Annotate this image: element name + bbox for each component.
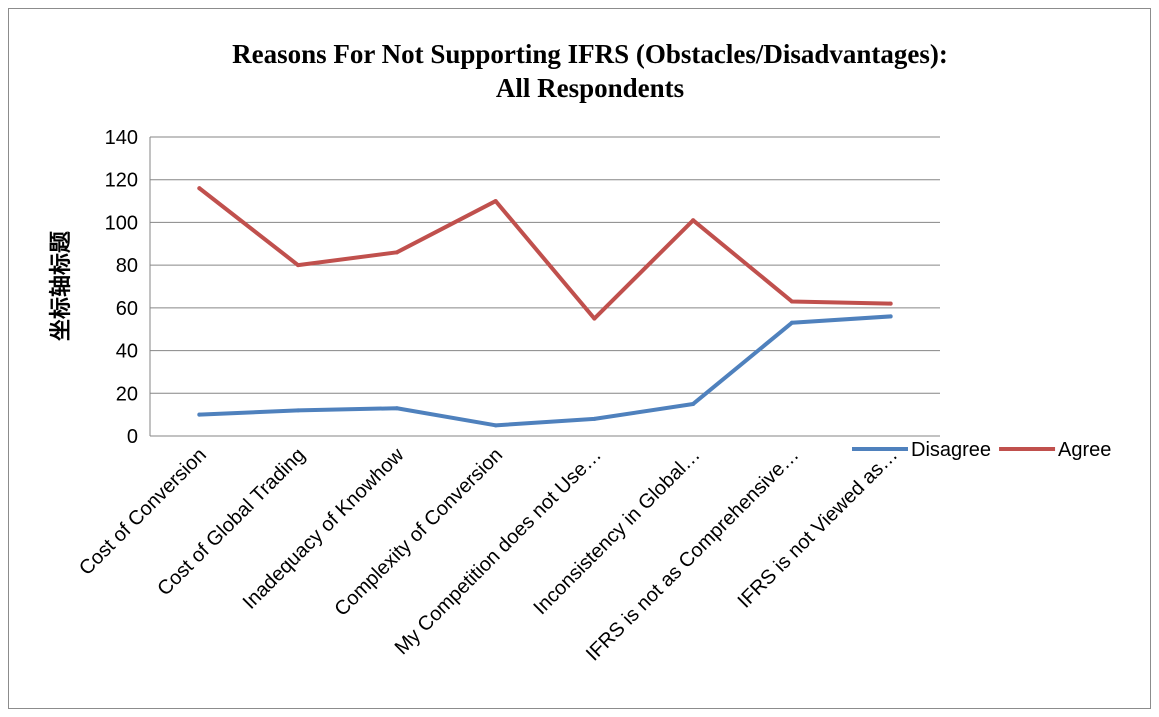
data-point-agree <box>789 299 794 304</box>
data-point-disagree <box>197 412 202 417</box>
y-tick-label: 120 <box>105 170 138 192</box>
data-point-agree <box>296 263 301 268</box>
data-point-disagree <box>691 401 696 406</box>
x-tick-label: Inadequacy of Knowhow <box>239 444 409 614</box>
y-tick-label: 0 <box>127 426 138 448</box>
y-tick-label: 100 <box>105 212 138 234</box>
data-point-disagree <box>394 406 399 411</box>
data-point-disagree <box>592 416 597 421</box>
data-point-agree <box>691 218 696 223</box>
data-point-disagree <box>789 320 794 325</box>
y-tick-label: 80 <box>116 255 138 277</box>
x-tick-label: My Competition does not Use… <box>391 444 606 659</box>
y-axis-title: 坐标轴标题 <box>48 230 74 341</box>
series-line-disagree <box>197 314 893 428</box>
data-point-agree <box>888 301 893 306</box>
data-point-disagree <box>296 408 301 413</box>
y-tick-label: 40 <box>116 341 138 363</box>
chart-title-line-2: All Respondents <box>496 73 684 103</box>
data-point-agree <box>493 199 498 204</box>
series-line-agree <box>197 186 893 321</box>
y-tick-label: 60 <box>116 298 138 320</box>
data-point-agree <box>394 250 399 255</box>
legend-label-agree: Agree <box>1058 439 1111 461</box>
data-point-agree <box>592 316 597 321</box>
x-tick-label: IFRS is not as Comprehensive… <box>582 444 803 665</box>
y-tick-label: 140 <box>105 127 138 149</box>
data-point-agree <box>197 186 202 191</box>
data-point-disagree <box>888 314 893 319</box>
chart-title-line-1: Reasons For Not Supporting IFRS (Obstacl… <box>232 39 948 69</box>
chart-frame <box>8 8 1151 709</box>
x-tick-label: IFRS is not Viewed as… <box>734 444 903 613</box>
x-tick-label: Inconsistency in Global… <box>530 444 705 619</box>
data-point-disagree <box>493 423 498 428</box>
x-tick-label: Complexity of Conversion <box>330 444 507 621</box>
legend-label-disagree: Disagree <box>911 439 991 461</box>
y-tick-label: 20 <box>116 383 138 405</box>
